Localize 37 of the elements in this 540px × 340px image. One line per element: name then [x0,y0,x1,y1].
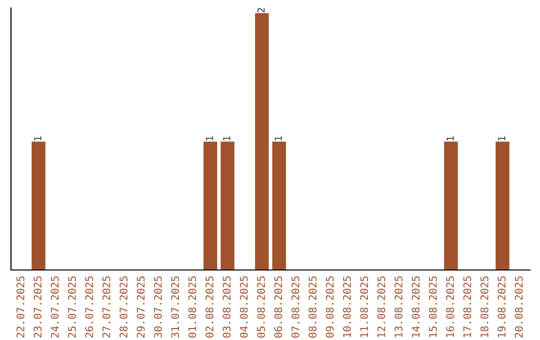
x-tick-label: 13.08.2025 [394,276,402,338]
x-tick-label: 02.08.2025 [206,276,214,338]
x-tick-label: 12.08.2025 [377,276,386,338]
x-tick-label: 03.08.2025 [222,276,231,338]
x-tick-label: 29.07.2025 [136,276,145,338]
x-tick-label: 26.07.2025 [85,276,94,338]
x-tick-label: 24.07.2025 [50,276,59,338]
x-tick-label: 19.08.2025 [498,276,506,338]
x-tick-label: 06.08.2025 [274,276,282,338]
x-tick-label: 30.07.2025 [154,276,162,338]
data-label: 2 [257,8,265,12]
data-label: 1 [206,136,214,140]
x-tick-label: 10.08.2025 [343,276,351,338]
x-tick-label: 16.08.2025 [446,276,454,338]
x-tick-label: 09.08.2025 [326,276,334,338]
data-label: 1 [34,136,42,140]
x-tick-label: 28.07.2025 [120,276,128,338]
x-tick-label: 20.08.2025 [514,276,523,338]
x-tick-label: 18.08.2025 [480,276,488,338]
data-label: 1 [446,136,454,140]
x-tick-label: 08.08.2025 [308,276,317,338]
data-label: 1 [498,136,506,140]
x-tick-label: 11.08.2025 [360,276,368,338]
x-tick-label: 15.08.2025 [428,276,437,338]
x-tick-label: 25.07.2025 [68,276,76,338]
x-tick-label: 17.08.2025 [463,276,472,338]
x-tick-label: 22.07.2025 [16,276,24,338]
x-tick-label: 23.07.2025 [34,276,42,338]
data-label: 1 [274,136,282,140]
x-tick-label: 05.08.2025 [257,276,265,338]
x-tick-label: 04.08.2025 [240,276,248,338]
data-label: 1 [223,136,230,140]
x-tick-label: 27.07.2025 [102,276,110,338]
x-tick-label: 14.08.2025 [412,276,420,338]
x-tick-label: 31.07.2025 [171,276,180,338]
x-tick-label: 07.08.2025 [291,276,300,338]
x-tick-label: 01.08.2025 [188,276,196,338]
